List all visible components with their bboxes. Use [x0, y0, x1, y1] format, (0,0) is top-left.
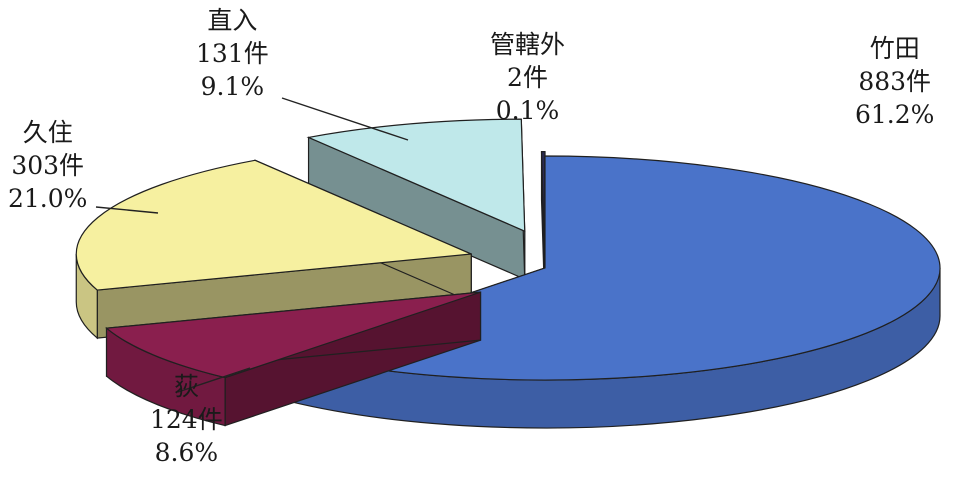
label-kuju-count: 303件	[11, 151, 85, 180]
label-naoiri-percent: 9.1%	[200, 72, 265, 101]
pie-slices	[75, 118, 941, 429]
label-ogi: 荻 124件 8.6%	[150, 370, 223, 469]
slice-kuju	[75, 159, 472, 340]
label-takeda-percent: 61.2%	[855, 100, 935, 129]
label-takeda-count: 883件	[858, 67, 932, 96]
label-kankatsugai-name: 管轄外	[490, 30, 566, 59]
label-naoiri-count: 131件	[196, 39, 269, 68]
slice-naoiri	[306, 118, 526, 281]
label-naoiri: 直入 131件 9.1%	[196, 4, 269, 103]
slice-kankatsugai-top	[540, 150, 546, 264]
label-kuju-percent: 21.0%	[8, 184, 88, 213]
slice-ogi-top	[105, 291, 481, 379]
slice-naoiri-top	[306, 118, 526, 233]
label-kankatsugai-percent: 0.1%	[495, 96, 560, 125]
label-ogi-name: 荻	[173, 372, 199, 401]
leader-line-naoiri	[281, 97, 409, 141]
label-kankatsugai: 管轄外 2件 0.1%	[490, 28, 565, 127]
label-naoiri-name: 直入	[207, 6, 258, 35]
leader-line-kuju	[95, 206, 159, 214]
slice-kuju-top	[75, 159, 472, 291]
label-ogi-percent: 8.6%	[154, 438, 219, 467]
label-takeda-name: 竹田	[869, 34, 920, 63]
label-ogi-count: 124件	[150, 405, 223, 434]
label-kuju-name: 久住	[22, 118, 73, 147]
label-takeda: 竹田 883件 61.2%	[855, 32, 934, 131]
slice-ogi	[105, 291, 482, 427]
leader-lines	[95, 97, 409, 393]
label-kankatsugai-count: 2件	[507, 63, 548, 92]
leader-line-ogi	[177, 367, 251, 393]
label-kuju: 久住 303件 21.0%	[8, 116, 87, 215]
